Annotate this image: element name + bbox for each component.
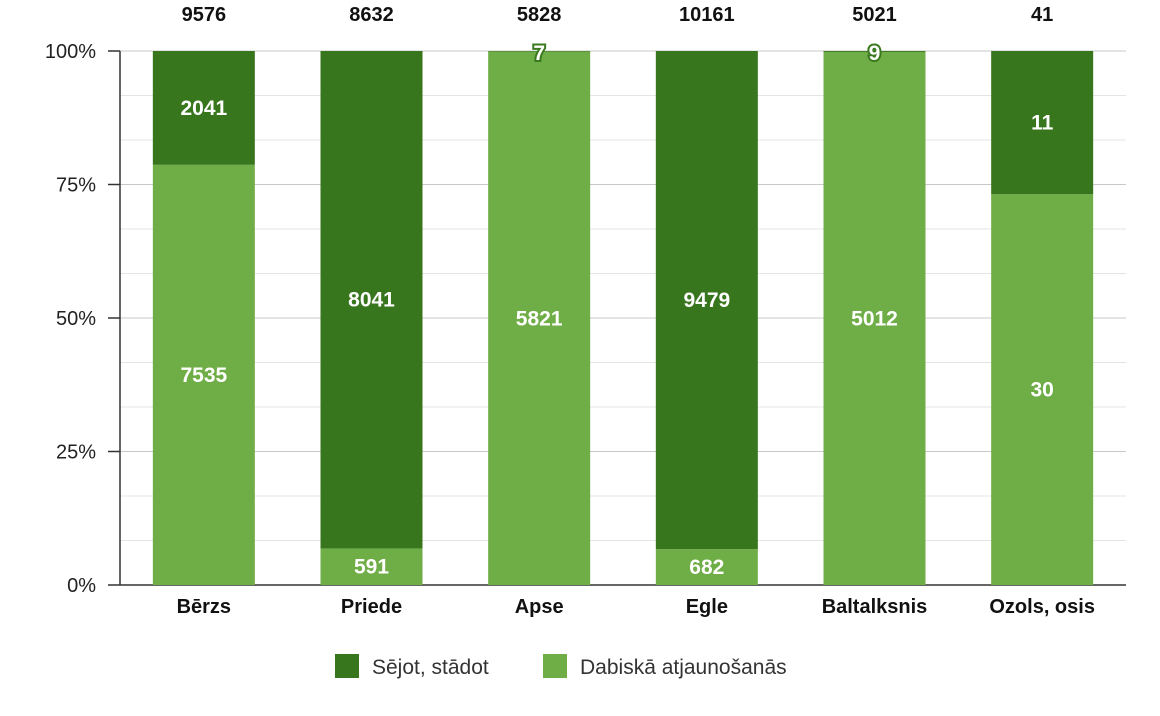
data-label: 9 <box>869 42 881 65</box>
total-label: 5828 <box>517 4 562 26</box>
total-label: 9576 <box>182 4 227 26</box>
bar-segment <box>488 51 591 52</box>
data-label: 11 <box>1031 112 1054 135</box>
x-tick-label: Priede <box>341 596 402 618</box>
data-label: 7535 <box>180 364 227 387</box>
data-label: 682 <box>689 556 724 579</box>
legend-label: Dabiskā atjaunošanās <box>580 656 787 679</box>
data-label: 591 <box>354 556 389 579</box>
data-label: 2041 <box>180 97 227 120</box>
total-label: 8632 <box>349 4 394 26</box>
bar-segment <box>152 51 255 165</box>
total-label: 41 <box>1031 4 1053 26</box>
data-label: 7 <box>533 42 545 65</box>
bar-segment <box>991 51 1094 195</box>
x-tick-label: Apse <box>515 596 564 618</box>
y-tick-label: 25% <box>56 442 96 464</box>
bar-segment <box>320 548 423 585</box>
bar-segment <box>152 164 255 585</box>
x-axis-labels: Bērzs Priede Apse Egle Baltalksnis Ozols, osi… <box>177 596 1095 618</box>
data-label: 5821 <box>516 307 563 330</box>
bar-segment <box>991 194 1094 585</box>
bar-segment <box>488 51 591 586</box>
bars: 7535 2041 591 8041 5821 7 682 9479 5012 9 30 11 <box>152 40 1094 586</box>
x-tick-label: Ozols, osis <box>989 596 1095 618</box>
x-tick-label: Baltalksnis <box>822 596 928 618</box>
total-label: 5021 <box>852 4 897 26</box>
bar-segment <box>823 51 926 586</box>
y-tick-label: 0% <box>67 575 96 597</box>
bar-segment <box>655 51 758 550</box>
legend-swatch <box>335 654 359 678</box>
y-tick-label: 75% <box>56 175 96 197</box>
total-labels: 9576 8632 5828 10161 5021 41 <box>182 4 1054 26</box>
total-label: 10161 <box>679 4 735 26</box>
data-label: 30 <box>1030 379 1053 402</box>
bar-segment <box>320 51 423 549</box>
legend-swatch <box>543 654 567 678</box>
bar-segment <box>655 549 758 585</box>
bar-segment <box>823 51 926 52</box>
y-tick-label: 100% <box>45 41 96 63</box>
data-label: 9479 <box>683 289 730 312</box>
y-axis: 0% 25% 50% 75% 100% <box>45 41 1126 597</box>
legend-label: Sējot, stādot <box>372 656 489 679</box>
x-tick-label: Egle <box>686 596 728 618</box>
data-label: 8041 <box>348 289 395 312</box>
x-tick-label: Bērzs <box>177 596 231 618</box>
grid-lines <box>120 50 1126 586</box>
y-tick-label: 50% <box>56 308 96 330</box>
data-label: 5012 <box>851 307 898 330</box>
legend: Sējot, stādot Dabiskā atjaunošanās <box>335 654 787 679</box>
